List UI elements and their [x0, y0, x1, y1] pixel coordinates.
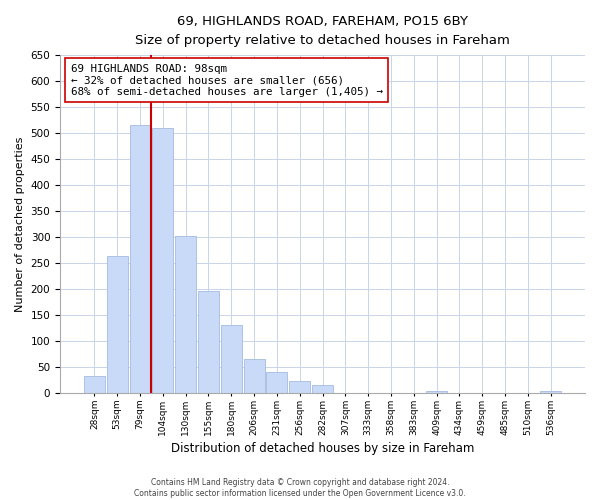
Bar	[175, 236, 196, 393]
Bar	[152, 128, 173, 393]
Bar	[84, 376, 105, 393]
Text: Contains HM Land Registry data © Crown copyright and database right 2024.
Contai: Contains HM Land Registry data © Crown c…	[134, 478, 466, 498]
Text: 69 HIGHLANDS ROAD: 98sqm
← 32% of detached houses are smaller (656)
68% of semi-: 69 HIGHLANDS ROAD: 98sqm ← 32% of detach…	[71, 64, 383, 97]
Bar	[130, 126, 151, 393]
Title: 69, HIGHLANDS ROAD, FAREHAM, PO15 6BY
Size of property relative to detached hous: 69, HIGHLANDS ROAD, FAREHAM, PO15 6BY Si…	[135, 15, 510, 47]
Bar	[221, 325, 242, 393]
X-axis label: Distribution of detached houses by size in Fareham: Distribution of detached houses by size …	[171, 442, 474, 455]
Y-axis label: Number of detached properties: Number of detached properties	[15, 136, 25, 312]
Bar	[244, 360, 265, 393]
Bar	[198, 291, 219, 393]
Bar	[540, 390, 561, 393]
Bar	[266, 372, 287, 393]
Bar	[107, 256, 128, 393]
Bar	[426, 390, 447, 393]
Bar	[289, 381, 310, 393]
Bar	[312, 386, 333, 393]
